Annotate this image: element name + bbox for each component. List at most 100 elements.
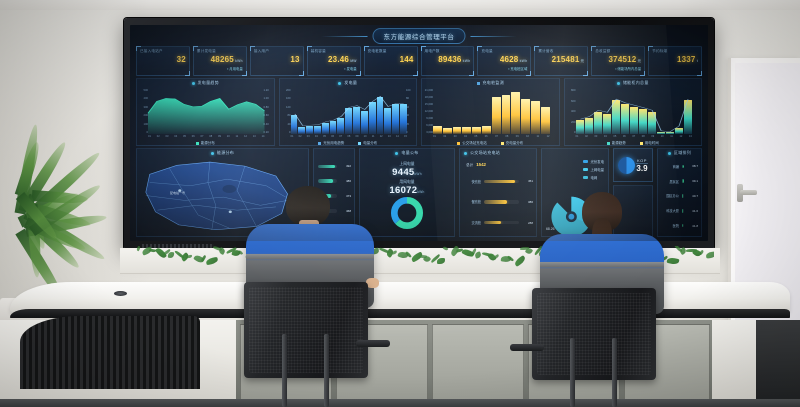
bar[interactable] — [442, 127, 452, 134]
bar[interactable] — [345, 108, 353, 134]
legend-entry[interactable]: 用电时间 — [639, 141, 659, 146]
ranking-row[interactable]: 居民区 39.1 — [662, 179, 698, 184]
overlay-line-series — [293, 95, 404, 126]
kpi-card-1[interactable]: 已接入电站户 32 — [136, 46, 190, 76]
pie-legend-entry[interactable]: 上网电量 — [583, 167, 604, 172]
ranking-value: 492 — [345, 164, 351, 169]
pie-legend-entry[interactable]: 光伏发电 — [583, 159, 604, 164]
legend-entry[interactable]: 能源分布 — [195, 141, 215, 146]
panel-energy-totals[interactable]: 电量公布 上网电量 9445kWh 用网电量 16072kWh — [359, 148, 455, 237]
kpi-card-7[interactable]: 充电量 4628 kWh ▪ 充电桩区域 — [477, 46, 532, 76]
kpi-card-2[interactable]: 累计发电量 48265 kWh ▪ 月用电量 — [192, 46, 247, 76]
axis-tick: 09 — [515, 135, 519, 138]
cabinet-door-3[interactable] — [432, 324, 524, 407]
bar[interactable] — [368, 102, 376, 134]
bar[interactable] — [298, 126, 306, 134]
bar[interactable] — [511, 91, 521, 134]
legend-entry[interactable]: 充电量分布 — [500, 141, 523, 146]
bar[interactable] — [683, 100, 692, 134]
ranking-row[interactable]: 科技大厦 41.6 — [662, 208, 698, 214]
bar[interactable] — [452, 126, 462, 134]
ranking-row[interactable]: 快充桩 451 — [464, 179, 533, 184]
bar[interactable] — [593, 111, 602, 134]
panel-chart-3[interactable]: 充电桩监测 21,000 18,000 15,000 12,000 9,000 6,000 3… — [421, 78, 560, 146]
bar[interactable] — [638, 109, 647, 134]
axis-tick: 0.80 — [263, 105, 269, 109]
bar[interactable] — [575, 120, 584, 134]
bar[interactable] — [376, 97, 384, 134]
bar[interactable] — [501, 94, 511, 134]
bar[interactable] — [433, 126, 442, 134]
bar[interactable] — [481, 125, 491, 134]
ranking-row[interactable]: 医院 41.8 — [662, 223, 698, 229]
kpi-card-8[interactable]: 累计营收 215481 元 — [534, 46, 589, 76]
bar[interactable] — [521, 98, 530, 134]
ranking-row[interactable]: 慢充桩 386 — [464, 199, 533, 205]
ranking-row[interactable]: 交流桩 288 — [464, 220, 533, 226]
legend-entry[interactable]: 能源趋势 — [606, 141, 626, 146]
ranking-row[interactable]: 园区办公 40.7 — [662, 193, 698, 199]
ranking-value: 41.8 — [692, 223, 698, 228]
bar[interactable] — [462, 127, 472, 134]
office-chair-right[interactable] — [510, 288, 664, 407]
door-handle[interactable] — [740, 190, 757, 195]
energy-donut-chart[interactable] — [360, 184, 454, 241]
panel-charging-station[interactable]: 公交场站充电站 总计 1542 快充桩 451 慢充桩 386 交流桩 288 — [459, 148, 537, 237]
bar[interactable] — [353, 106, 360, 134]
kpi-card-10[interactable]: 节约标煤 1337 t — [648, 46, 703, 76]
legend-entry[interactable]: 光伏用电趋势 — [318, 141, 344, 146]
panel-header: 储能柜内总量 — [565, 80, 702, 86]
bar[interactable] — [337, 117, 345, 134]
office-chair-left[interactable] — [236, 282, 390, 407]
kpi-card-9[interactable]: 总收益额 374512 元 ▪ 储能场所内总量 — [591, 46, 646, 76]
panel-chart-1[interactable]: 发电量趋势 500 400 300 200 100 0 1.20 1.00 0.80 0.60 0.4… — [136, 78, 275, 146]
bar[interactable] — [400, 104, 407, 134]
bar[interactable] — [392, 104, 400, 134]
bar[interactable] — [602, 113, 611, 134]
bar[interactable] — [620, 104, 629, 134]
bar[interactable] — [611, 100, 620, 134]
map-body[interactable]: 配电站一号 — [140, 158, 305, 233]
kpi-card-3[interactable]: 接入用户 13 — [249, 46, 304, 76]
kpi-card-4[interactable]: 装机容量 23.46 MW ▪ 发电量 — [306, 46, 361, 76]
bar[interactable] — [321, 123, 329, 134]
panel-energy-map[interactable]: 能源分布 — [136, 148, 309, 237]
chart-legend: 光伏用电趋势 电量分布 — [280, 141, 417, 146]
kpi-value: 215481 元 — [551, 55, 585, 64]
bar[interactable] — [674, 127, 683, 134]
axis-tick: 6,000 — [426, 124, 433, 127]
ranking-row[interactable]: 486 — [318, 179, 351, 183]
ranking-row[interactable]: 492 — [318, 164, 351, 168]
legend-swatch — [583, 168, 589, 171]
kpi-card-5[interactable]: 充电桩数量 144 — [363, 46, 418, 76]
bar[interactable] — [629, 106, 638, 134]
axis-tick: 05 — [323, 135, 326, 138]
bar[interactable] — [665, 132, 674, 134]
legend-entry[interactable]: 电量分布 — [358, 141, 377, 146]
bar[interactable] — [584, 118, 593, 134]
bar[interactable] — [530, 100, 540, 134]
bar[interactable] — [360, 110, 368, 134]
kpi-card-6[interactable]: 用电户数 89436 kWh — [420, 46, 475, 76]
bar[interactable] — [384, 107, 392, 134]
axis-tick: 800 — [571, 89, 576, 92]
bar[interactable] — [472, 126, 481, 134]
chart-legend: 公交场站充电站 充电量分布 — [422, 141, 559, 146]
bar[interactable] — [313, 125, 321, 134]
kop-card[interactable]: KOP 3.9 — [613, 148, 653, 182]
pie-legend-entry[interactable]: 电网 — [583, 175, 604, 180]
bar[interactable] — [290, 114, 298, 134]
bar[interactable] — [491, 96, 501, 134]
panel-region-ranking[interactable]: 区域排列 商铺 38.7 居民区 39.1 园区办公 40.7 科技大厦 41.6 医院 41.8 — [657, 148, 702, 237]
kpi-value: 1337 t — [676, 55, 699, 64]
panel-chart-4[interactable]: 储能柜内总量 800 600 400 200 0 01 02 03 04 05 06 07 08 09 10 1… — [563, 78, 702, 146]
ranking-row[interactable]: 商铺 38.7 — [662, 164, 698, 169]
bar[interactable] — [329, 121, 337, 134]
legend-entry[interactable]: 公交场站充电站 — [457, 141, 487, 146]
panel-chart-2[interactable]: 发电量2001601208040010080604020001020304050… — [278, 78, 417, 146]
source-mix-legend: 光伏发电上网电量电网 — [583, 159, 604, 180]
bar[interactable] — [540, 106, 550, 134]
bar[interactable] — [306, 125, 313, 134]
bar[interactable] — [647, 111, 656, 134]
bar[interactable] — [656, 131, 665, 134]
